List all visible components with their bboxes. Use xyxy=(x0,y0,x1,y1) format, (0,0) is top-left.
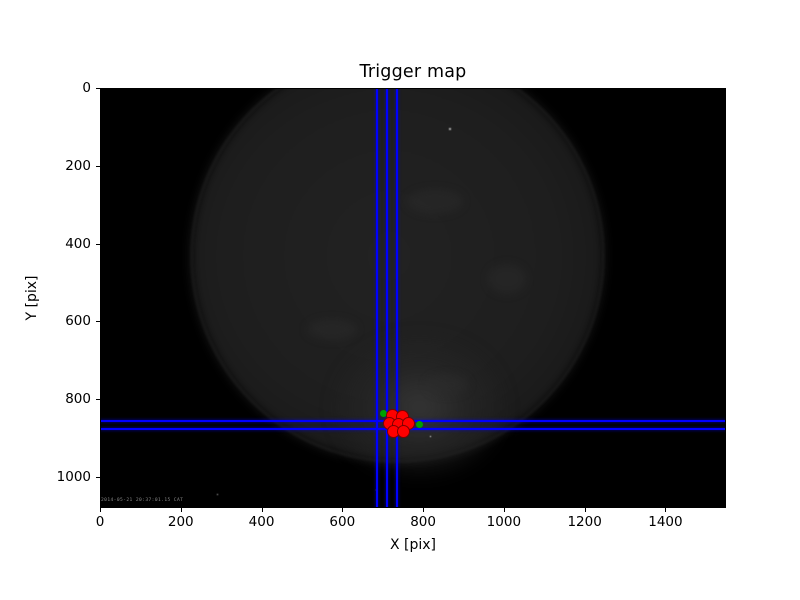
vertical-trigger-line xyxy=(386,88,389,508)
detector-image xyxy=(100,88,726,508)
bright-speck xyxy=(448,127,453,132)
x-tick xyxy=(423,508,425,512)
y-tick xyxy=(96,165,100,167)
plot-title: Trigger map xyxy=(359,62,467,82)
y-tick xyxy=(96,88,100,89)
y-axis-label: Y [pix] xyxy=(24,275,40,321)
vertical-trigger-line xyxy=(396,88,399,508)
bright-speck xyxy=(428,434,432,438)
x-tick-label: 800 xyxy=(410,514,436,530)
x-tick xyxy=(503,508,505,512)
y-tick-label: 400 xyxy=(65,235,91,252)
x-axis-label: X [pix] xyxy=(389,537,437,553)
image-smudge xyxy=(306,319,357,340)
x-tick-label: 0 xyxy=(95,514,105,530)
y-tick-label: 1000 xyxy=(56,468,91,485)
x-tick xyxy=(261,508,263,512)
y-tick xyxy=(96,243,100,245)
horizontal-trigger-line xyxy=(100,427,726,430)
bright-speck xyxy=(215,493,219,497)
y-tick-label: 800 xyxy=(65,391,91,408)
x-tick-label: 1400 xyxy=(648,514,683,530)
x-tick-label: 1000 xyxy=(486,514,522,530)
image-smudge xyxy=(488,264,526,294)
x-tick xyxy=(584,508,586,512)
y-tick xyxy=(96,399,100,401)
plot-area[interactable]: 2014-05-21 20:37:01.15 CAT xyxy=(100,88,726,508)
y-tick xyxy=(96,476,100,478)
vertical-trigger-line xyxy=(376,88,379,508)
green-marker xyxy=(380,410,388,418)
field-core-glow xyxy=(337,340,501,475)
x-tick xyxy=(665,508,667,512)
y-tick-label: 600 xyxy=(65,313,91,330)
x-tick-label: 200 xyxy=(167,514,194,530)
y-tick-label: 200 xyxy=(65,157,91,174)
image-smudge xyxy=(425,373,470,395)
x-tick-label: 1200 xyxy=(567,514,602,530)
red-trigger-marker xyxy=(396,424,410,438)
x-tick xyxy=(342,508,344,512)
x-tick-label: 600 xyxy=(329,514,356,530)
x-tick xyxy=(100,508,101,512)
image-smudge xyxy=(406,188,464,214)
y-tick xyxy=(96,321,100,323)
green-marker xyxy=(416,421,424,429)
x-tick-label: 400 xyxy=(248,514,275,530)
y-tick-label: 0 xyxy=(82,80,91,96)
x-tick xyxy=(180,508,182,512)
overlay-timestamp-text: 2014-05-21 20:37:01.15 CAT xyxy=(101,498,184,503)
